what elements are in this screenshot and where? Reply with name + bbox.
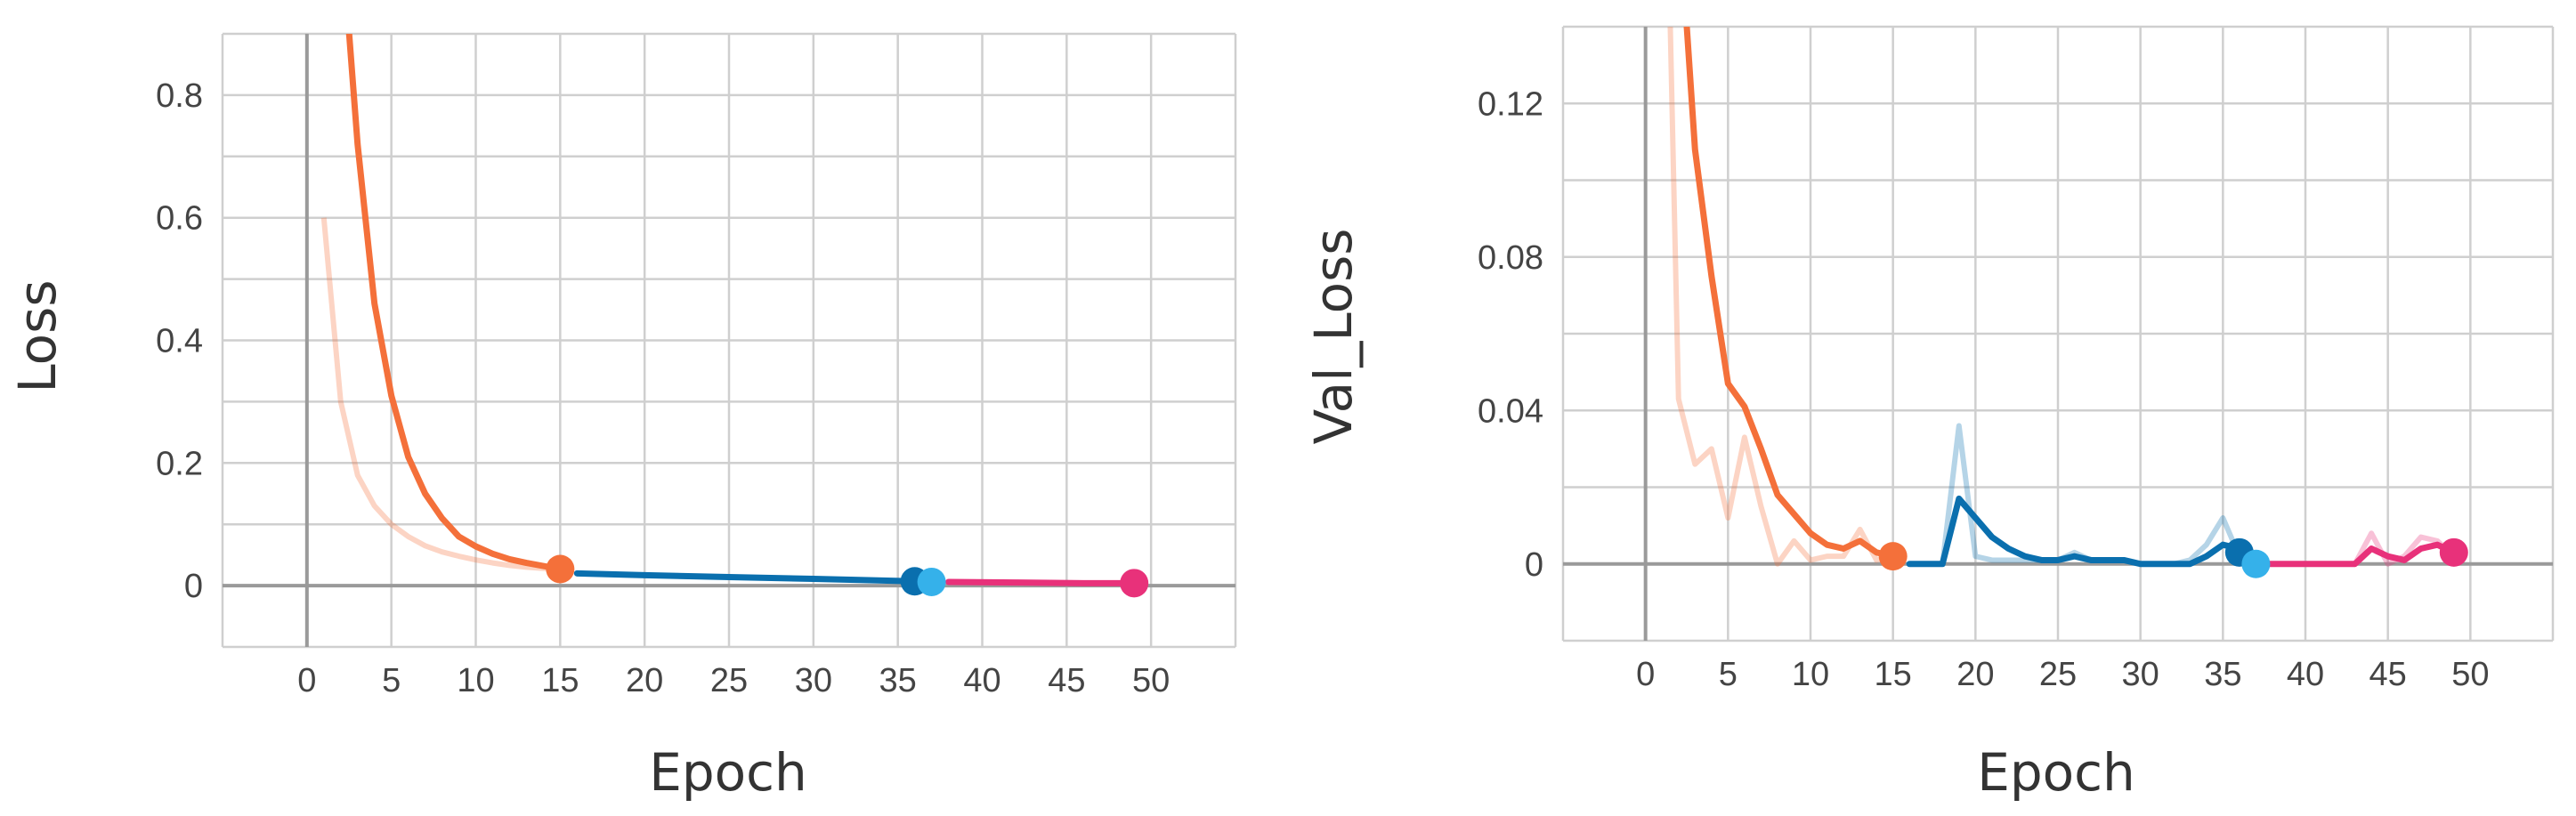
x-tick-label: 10 bbox=[457, 662, 494, 699]
series-line bbox=[345, 34, 563, 572]
y-axis-title: Loss bbox=[7, 279, 68, 392]
series-end-marker[interactable] bbox=[1120, 569, 1149, 598]
series-line bbox=[573, 570, 919, 585]
series-raw-line bbox=[1940, 423, 2242, 567]
y-tick-label: 0 bbox=[1525, 546, 1543, 584]
series-raw-line bbox=[1667, 27, 1894, 567]
y-tick-label: 0.8 bbox=[156, 77, 203, 115]
x-tick-label: 50 bbox=[1132, 662, 1170, 699]
x-tick-label: 30 bbox=[2122, 656, 2159, 693]
x-tick-label: 10 bbox=[1792, 656, 1829, 693]
series-line bbox=[1906, 495, 2243, 568]
loss-chart: 0 5 10 15 20 25 30 35 40 45 50 0 0.2 0.4 0.6 0.8 Epoch Lo… bbox=[7, 32, 1237, 803]
x-tick-label: 30 bbox=[795, 662, 832, 699]
plot-area bbox=[1667, 27, 2458, 568]
x-tick-label: 35 bbox=[2204, 656, 2241, 693]
x-tick-label: 45 bbox=[2369, 656, 2407, 693]
x-tick-label: 5 bbox=[1719, 656, 1738, 693]
x-axis-title: Epoch bbox=[1977, 742, 2135, 803]
x-tick-label: 35 bbox=[879, 662, 917, 699]
x-tick-label: 25 bbox=[2039, 656, 2077, 693]
y-tick-label: 0.2 bbox=[156, 445, 203, 482]
series-end-marker[interactable] bbox=[546, 554, 575, 584]
series-raw-line bbox=[320, 217, 561, 572]
series-end-marker[interactable] bbox=[2241, 549, 2271, 578]
series-line bbox=[1683, 27, 1897, 560]
x-tick-label: 25 bbox=[710, 662, 748, 699]
series-line bbox=[2252, 541, 2458, 568]
series-line bbox=[945, 578, 1138, 586]
y-tick-label: 0.12 bbox=[1478, 85, 1543, 123]
y-tick-label: 0.04 bbox=[1478, 392, 1543, 430]
y-tick-label: 0.08 bbox=[1478, 239, 1543, 277]
x-tick-label: 45 bbox=[1048, 662, 1085, 699]
x-tick-label: 20 bbox=[1956, 656, 1994, 693]
x-tick-label: 20 bbox=[626, 662, 663, 699]
x-axis-title: Epoch bbox=[649, 742, 807, 803]
x-tick-label: 40 bbox=[963, 662, 1000, 699]
x-tick-label: 5 bbox=[382, 662, 401, 699]
y-tick-label: 0 bbox=[184, 568, 203, 605]
y-tick-label: 0.6 bbox=[156, 200, 203, 238]
plot-area bbox=[320, 34, 1138, 586]
x-tick-label: 0 bbox=[1636, 656, 1655, 693]
series-end-marker[interactable] bbox=[1878, 542, 1908, 571]
y-tick-label: 0.4 bbox=[156, 323, 203, 360]
series-end-marker[interactable] bbox=[2439, 537, 2468, 567]
x-tick-label: 50 bbox=[2451, 656, 2489, 693]
val-loss-chart: 0 5 10 15 20 25 30 35 40 45 50 0 0.04 0.08 0.12 Epoch Va… bbox=[1303, 25, 2555, 803]
x-tick-label: 15 bbox=[541, 662, 579, 699]
x-tick-label: 40 bbox=[2287, 656, 2324, 693]
x-tick-label: 0 bbox=[297, 662, 316, 699]
x-tick-label: 15 bbox=[1875, 656, 1912, 693]
series-raw-line bbox=[2352, 530, 2456, 567]
y-axis-title: Val_Loss bbox=[1303, 228, 1364, 444]
series-end-marker[interactable] bbox=[917, 567, 946, 596]
